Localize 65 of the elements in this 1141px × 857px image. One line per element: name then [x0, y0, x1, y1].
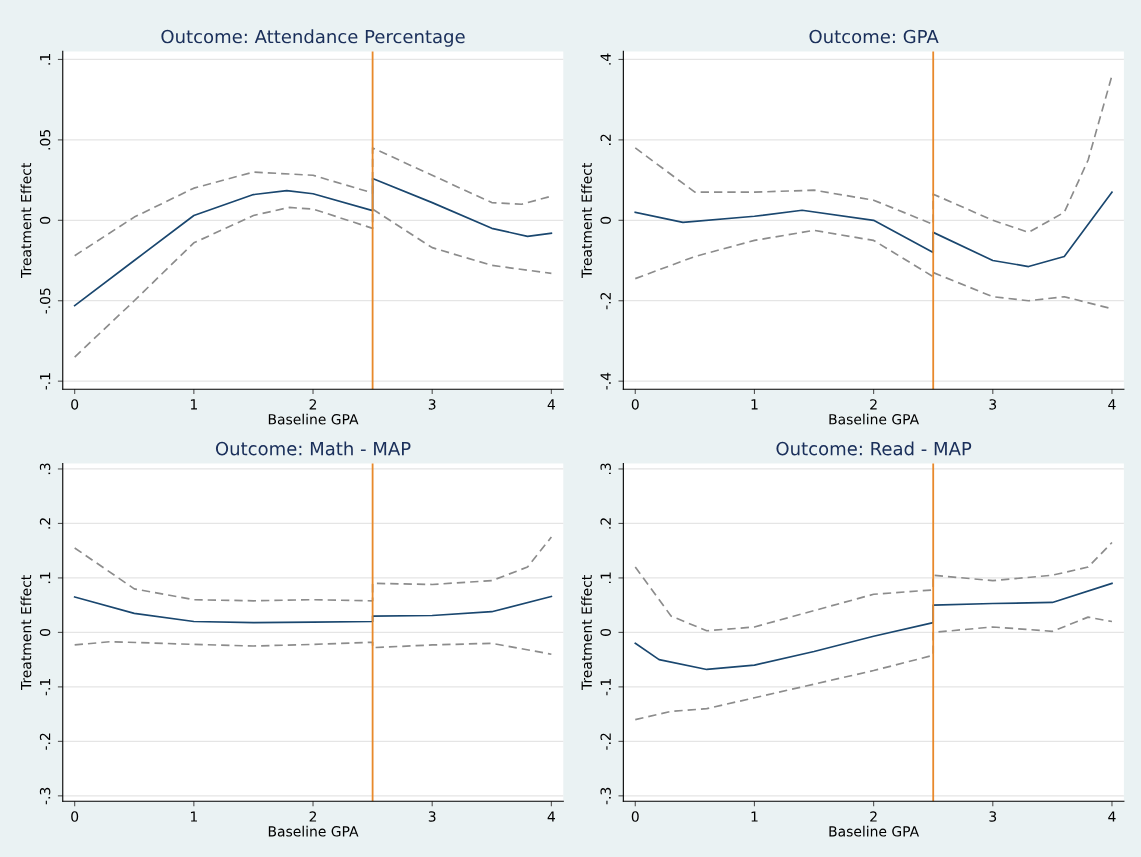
y-tick-label: .2	[39, 518, 51, 529]
x-axis-title: Baseline GPA	[268, 825, 359, 837]
y-tick-label: .4	[600, 53, 611, 65]
chart-title: Outcome: GPA	[809, 29, 939, 44]
y-tick-label: .2	[600, 134, 611, 146]
x-tick-label: 3	[989, 399, 997, 410]
y-tick-label: .1	[600, 572, 611, 584]
x-tick-label: 0	[631, 811, 639, 822]
line-series	[73, 177, 553, 307]
y-tick-label: -.3	[600, 787, 611, 805]
y-tick-label: 0	[600, 216, 611, 224]
x-tick-label: 0	[71, 399, 79, 410]
x-tick-label: 2	[309, 811, 317, 822]
y-axis-title: Treatment Effect	[581, 163, 592, 278]
y-tick-label: .2	[600, 518, 611, 529]
x-tick-label: 4	[547, 811, 556, 822]
x-tick-label: 1	[190, 399, 197, 410]
y-tick-label: -.1	[40, 373, 51, 390]
chart-title: Outcome: Math - MAP	[215, 441, 411, 456]
x-tick-label: 2	[870, 399, 877, 410]
x-tick-label: 3	[428, 399, 436, 410]
x-tick-label: 3	[428, 811, 436, 822]
y-tick-label: 0	[39, 628, 51, 636]
y-tick-label: -.3	[39, 787, 51, 805]
x-tick-label: 4	[1108, 399, 1116, 410]
x-axis-title: Baseline GPA	[829, 825, 920, 837]
chart-title: Outcome: Read - MAP	[776, 441, 972, 456]
y-tick-label: -.4	[600, 372, 611, 390]
line-series	[73, 536, 553, 602]
x-tick-label: 1	[751, 399, 758, 410]
x-tick-label: 3	[989, 811, 997, 822]
y-tick-label: -.2	[39, 733, 51, 750]
y-tick-label: -.1	[600, 679, 611, 696]
line-series	[634, 541, 1113, 632]
x-axis-title: Baseline GPA	[829, 413, 920, 425]
line-series	[634, 582, 1113, 671]
line-series	[73, 595, 553, 624]
x-tick-label: 2	[870, 811, 877, 822]
x-tick-label: 2	[309, 399, 317, 410]
y-axis-title: Treatment Effect	[581, 575, 592, 691]
line-series	[634, 191, 1113, 268]
y-tick-label: .1	[40, 572, 51, 584]
x-tick-label: 1	[190, 811, 197, 822]
line-series	[73, 206, 553, 358]
line-series	[634, 616, 1113, 721]
y-tick-label: 0	[600, 628, 611, 636]
y-tick-label: -.05	[39, 288, 51, 314]
y-axis-title: Treatment Effect	[20, 163, 32, 278]
x-tick-label: 4	[547, 399, 556, 410]
y-tick-label: -.2	[600, 292, 611, 310]
x-axis-title: Baseline GPA	[268, 413, 359, 425]
chart-title: Outcome: Attendance Percentage	[161, 29, 465, 47]
line-series	[73, 640, 553, 656]
y-tick-label: -.1	[40, 679, 51, 696]
y-tick-label: .05	[39, 130, 51, 150]
y-tick-label: -.2	[600, 733, 611, 750]
y-tick-label: 0	[39, 216, 51, 224]
x-tick-label: 0	[631, 399, 639, 410]
x-tick-label: 0	[71, 811, 79, 822]
y-axis-title: Treatment Effect	[20, 575, 32, 691]
y-tick-label: .3	[600, 463, 611, 475]
y-tick-label: .1	[40, 54, 51, 65]
y-tick-label: .3	[39, 463, 51, 475]
x-tick-label: 1	[751, 811, 758, 822]
x-tick-label: 4	[1108, 811, 1116, 822]
